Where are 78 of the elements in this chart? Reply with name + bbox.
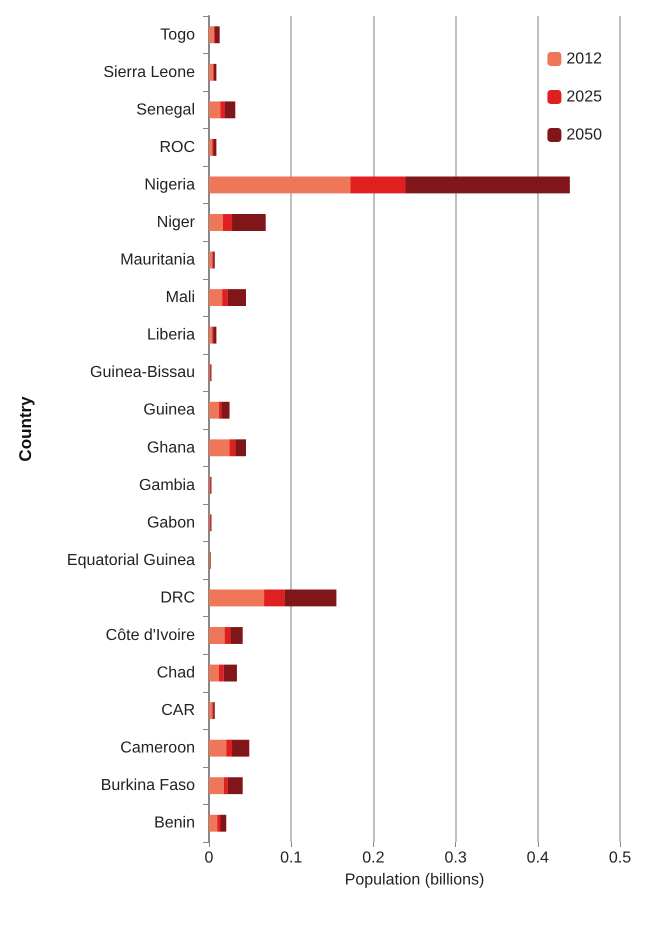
bar: [405, 176, 570, 194]
bar: [209, 402, 219, 419]
y-tick-label: Guinea-Bissau: [90, 364, 195, 382]
bar: [209, 439, 230, 456]
bar: [209, 176, 350, 194]
bar: [209, 702, 212, 720]
bar: [213, 138, 216, 156]
bar: [217, 814, 221, 832]
y-tick-label: Chad: [156, 664, 195, 682]
x-tick-label: 0.5: [608, 850, 632, 866]
x-tick-label: 0.1: [280, 850, 302, 866]
bar: [209, 740, 226, 757]
y-tick-label: Liberia: [146, 326, 196, 344]
y-tick-label: Mauritania: [120, 252, 196, 269]
bar: [232, 740, 250, 757]
bar: [209, 590, 264, 606]
bar: [209, 289, 222, 306]
x-axis-title: Population (billions): [344, 872, 484, 888]
bar: [209, 26, 214, 44]
y-tick-label: Ghana: [146, 439, 196, 456]
bar: [224, 777, 228, 794]
bar: [209, 214, 223, 231]
y-tick-label: Nigeria: [144, 176, 196, 194]
bar: [226, 740, 232, 757]
y-tick-label: Mali: [166, 289, 195, 306]
bar: [350, 176, 406, 194]
x-tick-label: 0.3: [444, 850, 467, 866]
y-tick-label: Sierra Leone: [103, 64, 196, 81]
bar: [209, 777, 224, 794]
bar: [220, 814, 226, 832]
y-tick-label: DRC: [160, 589, 195, 606]
y-tick-label: Burkina Faso: [100, 777, 196, 794]
bar: [284, 590, 336, 606]
bar: [214, 64, 216, 81]
bar: [230, 627, 243, 644]
x-tick-label: 0: [204, 850, 214, 866]
bar: [222, 289, 228, 306]
y-axis-title: Country: [16, 396, 35, 462]
bar: [209, 664, 219, 682]
bar: [221, 402, 230, 419]
y-tick-label: CAR: [161, 702, 195, 720]
bar: [213, 326, 216, 344]
bar: [220, 101, 225, 118]
bar: [232, 214, 266, 231]
y-tick-label: Niger: [156, 214, 196, 231]
y-tick-label: Benin: [154, 814, 195, 832]
bar: [209, 326, 212, 344]
bar: [218, 664, 224, 682]
bar: [228, 289, 246, 306]
y-tick-label: Gambia: [138, 476, 196, 494]
bar: [209, 64, 214, 81]
y-tick-label: Côte d'Ivoire: [106, 627, 196, 644]
y-tick-label: Equatorial Guinea: [66, 552, 196, 569]
bar: [222, 214, 232, 231]
bar: [264, 590, 285, 606]
bar: [230, 439, 236, 456]
bar: [224, 627, 230, 644]
y-tick-label: Guinea: [143, 402, 196, 419]
bar: [209, 101, 221, 118]
bar: [224, 664, 237, 682]
bar: [224, 101, 236, 118]
bar: [235, 439, 246, 456]
bar: [218, 402, 222, 419]
x-tick-label: 0.4: [526, 850, 550, 866]
y-tick-label: Cameroon: [120, 740, 195, 757]
bar: [209, 138, 212, 156]
y-tick-label: Togo: [160, 26, 196, 44]
y-tick-label: Gabon: [146, 514, 195, 532]
x-tick-label: 0.2: [362, 850, 385, 866]
legend-label: 2025: [566, 88, 602, 106]
bar: [228, 777, 243, 794]
legend-label: 2012: [566, 50, 602, 68]
y-tick-label: ROC: [159, 138, 195, 156]
bar: [209, 252, 212, 268]
bar: [209, 627, 225, 644]
legend-label: 2050: [566, 126, 602, 144]
bar: [209, 814, 218, 832]
y-tick-label: Senegal: [136, 101, 195, 118]
